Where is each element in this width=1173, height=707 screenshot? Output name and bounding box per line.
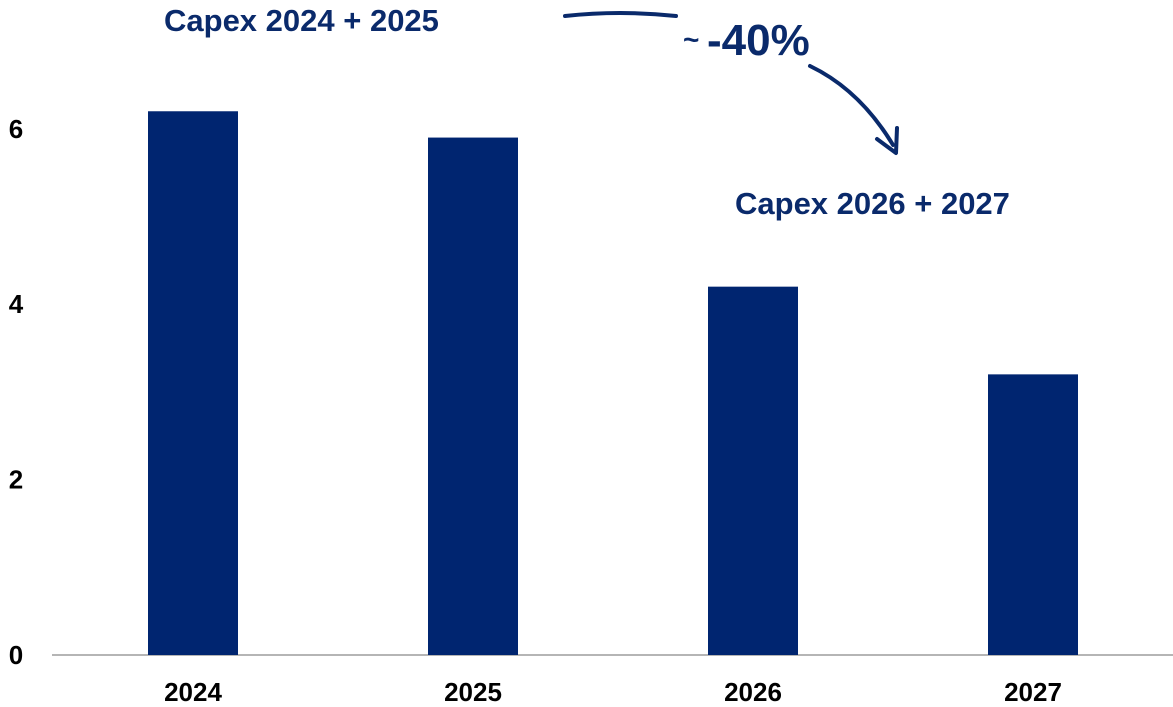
bar-2026: [708, 286, 798, 655]
x-tick-label-2027: 2027: [1004, 677, 1062, 707]
bar-2024: [148, 111, 238, 655]
annotation-curve-arrow: [808, 64, 895, 147]
x-tick-label-2026: 2026: [724, 677, 782, 707]
x-axis-tick-labels: 2024 2025 2026 2027: [164, 677, 1062, 707]
y-tick-label-0: 0: [9, 640, 23, 670]
y-axis-tick-labels: 0 2 4 6: [9, 114, 24, 670]
annotation-capex-2026-2027: Capex 2026 + 2027: [735, 186, 1010, 221]
annotation-curve-top: [563, 11, 678, 18]
annotation-tilde: ~: [683, 24, 699, 55]
y-tick-label-4: 4: [9, 289, 24, 319]
bar-2027: [988, 374, 1078, 655]
bar-2025: [428, 137, 518, 655]
annotation-capex-2024-2025: Capex 2024 + 2025: [164, 3, 439, 38]
x-tick-label-2025: 2025: [444, 677, 502, 707]
y-tick-label-2: 2: [9, 465, 23, 495]
y-tick-label-6: 6: [9, 114, 23, 144]
annotation-arrowhead: [875, 126, 899, 155]
bars-group: [148, 111, 1078, 655]
x-tick-label-2024: 2024: [164, 677, 222, 707]
annotation-change-value: -40%: [707, 16, 810, 65]
